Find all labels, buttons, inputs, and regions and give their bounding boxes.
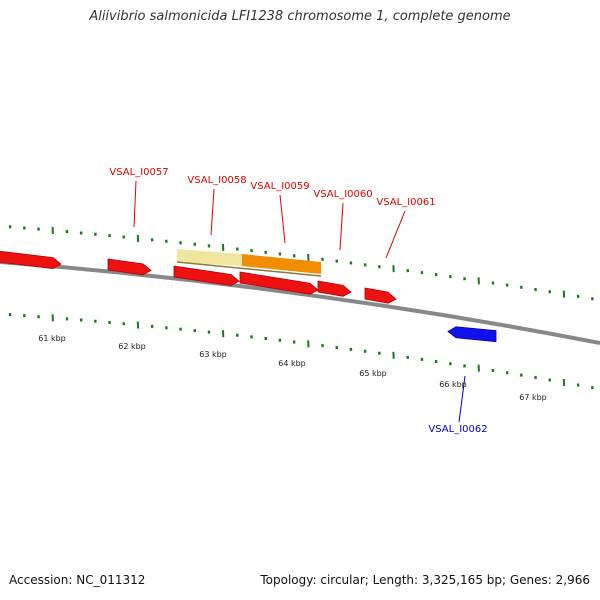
gene-labels[interactable]: VSAL_I0057 VSAL_I0058 VSAL_I0059 VSAL_I0060…: [109, 167, 487, 435]
highlight-baseline: [176, 261, 322, 277]
gene-label-vsal-i0061[interactable]: VSAL_I0061: [376, 197, 435, 208]
gene-label-vsal-i0062[interactable]: VSAL_I0062: [428, 424, 487, 435]
gene-arrow-forward[interactable]: [173, 265, 240, 286]
label-leader-line: [458, 375, 466, 423]
scale-tick-label: 64 kbp: [278, 359, 306, 368]
highlight-bar-orange: [242, 254, 321, 274]
gene-arrow-forward[interactable]: [239, 271, 319, 295]
scale-tick-label: 65 kbp: [359, 369, 387, 378]
gene-arrows[interactable]: [0, 250, 497, 343]
gene-label-vsal-i0057[interactable]: VSAL_I0057: [109, 167, 168, 178]
label-leader-line: [339, 202, 344, 251]
outer-scale-ticks: [8, 225, 594, 301]
genome-summary-text: Topology: circular; Length: 3,325,165 bp…: [260, 573, 590, 587]
accession-text: Accession: NC_011312: [9, 573, 146, 587]
scale-tick-label: 63 kbp: [199, 350, 227, 359]
inner-scale-ticks: [8, 313, 594, 390]
gene-arrow-reverse[interactable]: [447, 326, 497, 343]
label-leader-line: [133, 180, 137, 228]
map-title: Aliivibrio salmonicida LFI1238 chromosom…: [89, 9, 511, 24]
scale-tick-label: 67 kbp: [519, 393, 547, 402]
gene-label-vsal-i0059[interactable]: VSAL_I0059: [250, 181, 309, 192]
gene-arrow-forward[interactable]: [364, 287, 397, 304]
gene-label-vsal-i0060[interactable]: VSAL_I0060: [313, 189, 372, 200]
highlight-bar-light: [177, 249, 242, 266]
gene-label-vsal-i0058[interactable]: VSAL_I0058: [187, 175, 246, 186]
label-leader-line: [279, 194, 286, 244]
scale-tick-label: 66 kbp: [439, 380, 467, 389]
gene-arrow-forward[interactable]: [0, 250, 62, 269]
gene-label-lines: [133, 180, 466, 423]
label-leader-line: [385, 210, 406, 259]
label-leader-line: [210, 188, 215, 236]
highlight-bars: [176, 249, 322, 277]
scale-tick-labels: 61 kbp 62 kbp 63 kbp 64 kbp 65 kbp 66 kbp 67 k…: [38, 334, 547, 402]
gene-arrow-forward[interactable]: [107, 258, 152, 276]
gene-arrow-forward[interactable]: [317, 280, 352, 297]
scale-tick-label: 62 kbp: [118, 342, 146, 351]
chromosome-backbone: [0, 260, 600, 345]
scale-tick-label: 61 kbp: [38, 334, 66, 343]
